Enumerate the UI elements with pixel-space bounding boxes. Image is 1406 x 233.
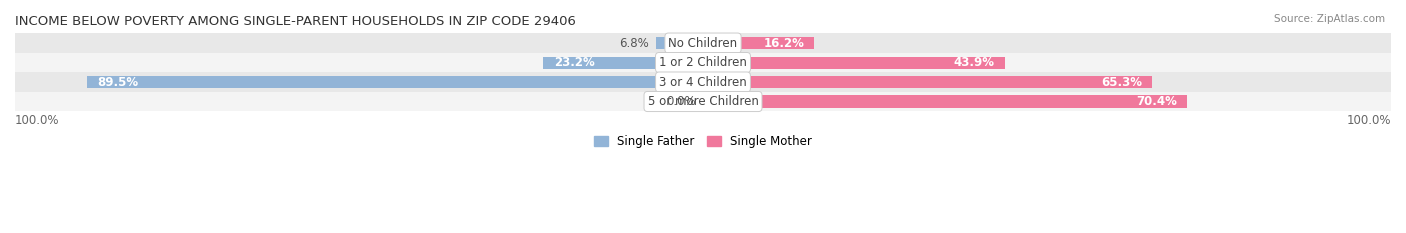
Text: 6.8%: 6.8% (620, 37, 650, 50)
Legend: Single Father, Single Mother: Single Father, Single Mother (593, 135, 813, 148)
Text: 5 or more Children: 5 or more Children (648, 95, 758, 108)
Text: 100.0%: 100.0% (15, 114, 59, 127)
Bar (703, 37, 814, 49)
Text: 0.0%: 0.0% (666, 95, 696, 108)
Bar (87, 76, 703, 88)
Text: Source: ZipAtlas.com: Source: ZipAtlas.com (1274, 14, 1385, 24)
Bar (15, 33, 1391, 53)
Text: 70.4%: 70.4% (1136, 95, 1177, 108)
Text: 100.0%: 100.0% (1347, 114, 1391, 127)
Text: 16.2%: 16.2% (763, 37, 804, 50)
Text: No Children: No Children (668, 37, 738, 50)
Text: 43.9%: 43.9% (953, 56, 994, 69)
Bar (15, 53, 1391, 72)
Bar (15, 72, 1391, 92)
Text: INCOME BELOW POVERTY AMONG SINGLE-PARENT HOUSEHOLDS IN ZIP CODE 29406: INCOME BELOW POVERTY AMONG SINGLE-PARENT… (15, 15, 576, 28)
Text: 89.5%: 89.5% (97, 75, 139, 89)
Text: 23.2%: 23.2% (554, 56, 595, 69)
Text: 1 or 2 Children: 1 or 2 Children (659, 56, 747, 69)
Text: 65.3%: 65.3% (1101, 75, 1142, 89)
Bar (657, 37, 703, 49)
Text: 3 or 4 Children: 3 or 4 Children (659, 75, 747, 89)
Bar (703, 57, 1005, 69)
Bar (703, 96, 1187, 108)
Bar (543, 57, 703, 69)
Bar (15, 92, 1391, 111)
Bar (703, 76, 1153, 88)
